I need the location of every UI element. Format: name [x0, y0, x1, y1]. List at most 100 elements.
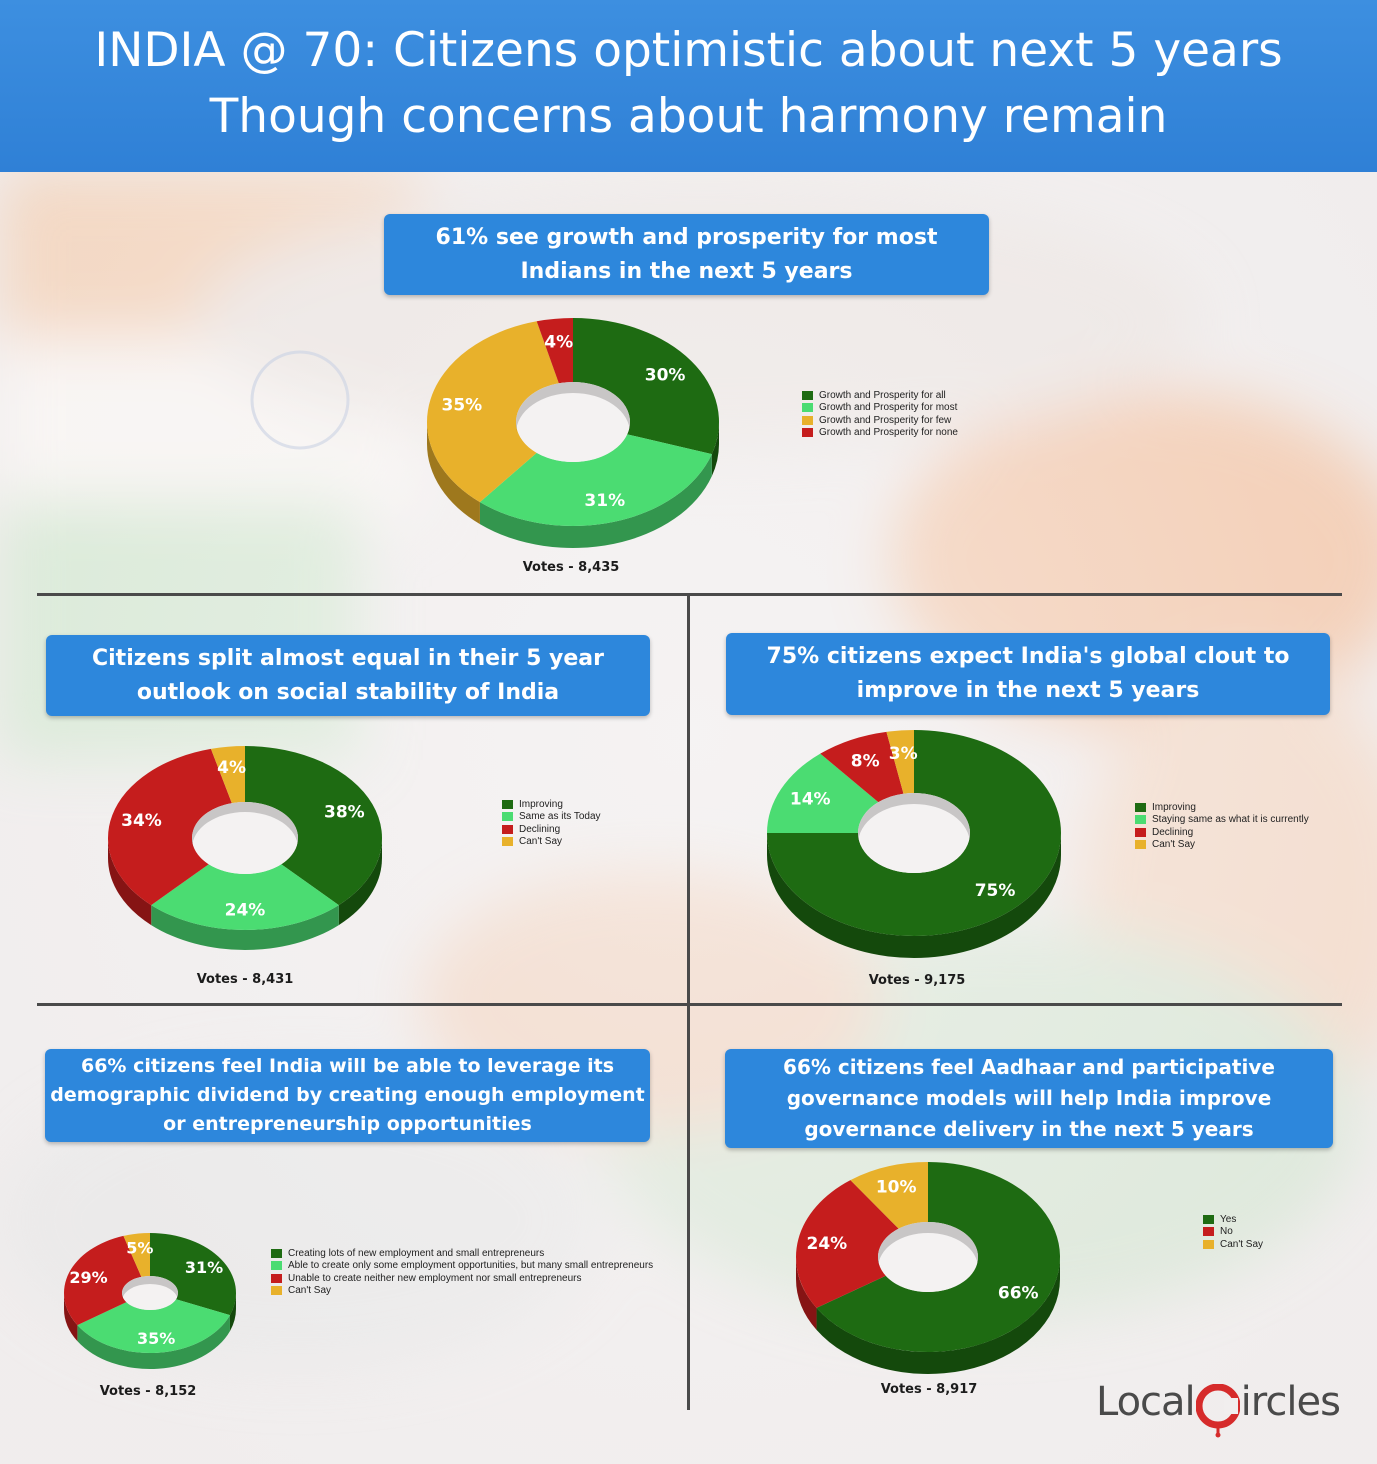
legend-swatch	[271, 1261, 282, 1271]
legend-item: Growth and Prosperity for most	[802, 402, 958, 415]
legend-label: Can't Say	[519, 836, 563, 848]
chart1-votes: Votes - 8,435	[522, 560, 620, 575]
chart3-value-label-1: 75%	[975, 881, 1016, 901]
legend-label: Can't Say	[1220, 1238, 1264, 1250]
legend-item: Unable to create neither new employment …	[271, 1272, 653, 1285]
chart5-slice-side-1	[816, 1257, 1060, 1374]
chart5-votes: Votes - 8,917	[880, 1382, 978, 1397]
chart3-slice-4	[886, 730, 914, 794]
chart4-slice-side-2	[77, 1315, 230, 1369]
chart3-slice-2	[767, 753, 879, 833]
chart1-hole-wall	[516, 382, 630, 433]
chart5-header: 66% citizens feel Aadhaar and participat…	[725, 1049, 1333, 1148]
chart2-legend: Improving Same as its Today Declining Can't…	[502, 798, 601, 848]
legend-item: Improving	[1135, 801, 1309, 814]
chart4-hole-wall	[122, 1276, 178, 1301]
chart4-hole	[122, 1276, 178, 1310]
chart5-legend: Yes No Can't Say	[1203, 1213, 1263, 1251]
chart1-slice-4	[536, 318, 573, 384]
chart1-value-label-1: 30%	[645, 365, 686, 385]
chart1-slice-1	[573, 318, 719, 455]
legend-label: Can't Say	[1152, 839, 1196, 851]
chart2-slice-4	[210, 746, 245, 804]
chart4-value-label-2: 35%	[137, 1329, 175, 1348]
legend-item: Can't Say	[1135, 839, 1309, 852]
chart2-svg: 38% 24% 34% 4%	[108, 746, 382, 950]
legend-item: Declining	[502, 823, 601, 836]
chart2-slice-side-2	[151, 905, 339, 950]
chart5-value-label-3: 10%	[876, 1177, 917, 1197]
chart2-slice-1	[245, 746, 382, 906]
legend-label: Staying same as what it is currently	[1152, 814, 1309, 826]
chart3-svg: 75% 14% 8% 3%	[767, 730, 1061, 958]
legend-label: Growth and Prosperity for most	[819, 402, 958, 414]
chart3-rim	[767, 833, 1061, 958]
chart1-svg: 30% 31% 35% 4%	[427, 318, 719, 548]
legend-item: No	[1203, 1226, 1263, 1239]
chart5-slice-3	[850, 1162, 928, 1229]
legend-swatch	[1135, 815, 1146, 825]
chart3-votes: Votes - 9,175	[868, 973, 966, 988]
chart4-votes: Votes - 8,152	[99, 1384, 197, 1399]
legend-swatch	[802, 403, 813, 413]
legend-label: Declining	[1152, 826, 1194, 838]
chart2-title-line2: outlook on social stability of India	[136, 679, 560, 705]
horizontal-divider-top	[37, 593, 1342, 596]
chart2-hole-wall	[192, 802, 298, 848]
chart1-slice-side-3	[427, 422, 480, 525]
chart2-votes: Votes - 8,431	[196, 972, 294, 987]
chart4-donut: 31% 35% 29% 5%	[57, 1225, 253, 1391]
legend-item: Same as its Today	[502, 811, 601, 824]
chart2-value-label-2: 24%	[225, 901, 266, 921]
chart3-hole-wall	[858, 793, 970, 844]
legend-item: Growth and Prosperity for none	[802, 427, 958, 440]
legend-swatch	[1203, 1239, 1214, 1249]
legend-label: No	[1220, 1226, 1233, 1238]
chart2-value-label-4: 4%	[217, 758, 246, 778]
chart1-hole	[516, 382, 630, 462]
legend-swatch	[802, 428, 813, 438]
chart5-svg: 66% 24% 10%	[796, 1162, 1060, 1374]
legend-swatch	[802, 415, 813, 425]
chart5-title-line1: 66% citizens feel Aadhaar and participat…	[783, 1055, 1275, 1079]
chart1-slice-2	[479, 434, 712, 526]
chart5-title-line2: governance models will help India improv…	[786, 1086, 1272, 1110]
legend-swatch	[271, 1286, 282, 1296]
chart4-value-label-3: 29%	[69, 1268, 107, 1287]
chart3-slice-side-1	[767, 833, 1061, 958]
legend-item: Growth and Prosperity for all	[802, 389, 958, 402]
logo-text-right: ircles	[1240, 1379, 1341, 1425]
chart5-rim	[796, 1257, 1060, 1374]
legend-item: Can't Say	[271, 1285, 653, 1298]
chart1-title-line1: 61% see growth and prosperity for most	[435, 224, 938, 250]
chart3-slice-3	[820, 731, 904, 803]
chart1-rim	[427, 422, 719, 548]
legend-swatch	[802, 390, 813, 400]
legend-label: Growth and Prosperity for few	[819, 414, 952, 426]
chart4-title-line3: or entrepreneurship opportunities	[163, 1113, 532, 1135]
chart5-value-label-2: 24%	[807, 1234, 848, 1254]
legend-swatch	[1135, 840, 1146, 850]
legend-item: Growth and Prosperity for few	[802, 414, 958, 427]
legend-label: Can't Say	[288, 1285, 332, 1297]
chart2-header: Citizens split almost equal in their 5 y…	[46, 635, 650, 716]
legend-label: Declining	[519, 823, 561, 835]
vertical-divider	[687, 596, 690, 1410]
chart4-slice-4	[123, 1233, 150, 1277]
legend-item: Creating lots of new employment and smal…	[271, 1247, 653, 1260]
chart2-slice-2	[151, 864, 339, 930]
chart2-hole	[192, 802, 298, 874]
chart4-title-line1: 66% citizens feel India will be able to …	[80, 1055, 615, 1077]
chart1-donut: 30% 31% 35% 4%	[420, 310, 736, 570]
chart1-value-label-2: 31%	[584, 491, 625, 511]
chart5-slice-side-2	[796, 1257, 817, 1330]
legend-item: Staying same as what it is currently	[1135, 814, 1309, 827]
legend-swatch	[1203, 1214, 1214, 1224]
chart5-slice-1	[816, 1162, 1060, 1352]
legend-swatch	[1135, 827, 1146, 837]
chart1-slice-side-1	[711, 422, 719, 477]
logo-text-left: Local	[1096, 1379, 1196, 1425]
chart1-value-label-3: 35%	[442, 395, 483, 415]
chart3-header: 75% citizens expect India's global clout…	[726, 633, 1330, 715]
legend-label: Able to create only some employment oppo…	[288, 1260, 654, 1272]
